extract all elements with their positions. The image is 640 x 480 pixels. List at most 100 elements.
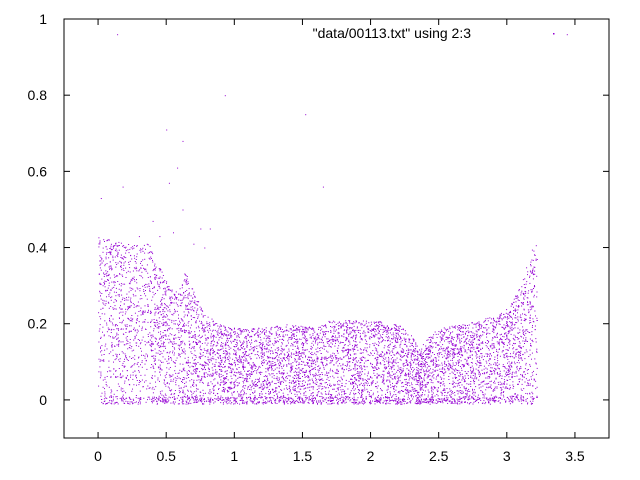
- data-point: [486, 377, 488, 379]
- data-point: [215, 336, 217, 338]
- data-point: [251, 364, 253, 366]
- data-point: [180, 328, 182, 330]
- data-point: [213, 336, 215, 338]
- data-point: [464, 332, 466, 334]
- data-point: [185, 306, 187, 308]
- data-point: [456, 377, 458, 379]
- data-point: [305, 356, 306, 358]
- data-point: [185, 297, 187, 299]
- data-point: [417, 357, 419, 359]
- data-point: [325, 387, 327, 389]
- data-point: [214, 351, 216, 352]
- data-point: [296, 391, 298, 393]
- data-point: [433, 387, 435, 388]
- data-point: [196, 399, 198, 401]
- data-point: [524, 330, 526, 332]
- data-point: [244, 378, 246, 380]
- data-point: [385, 396, 386, 398]
- data-point: [285, 326, 287, 328]
- data-point: [182, 350, 183, 352]
- data-point: [222, 347, 224, 349]
- data-point: [220, 345, 221, 347]
- data-point: [308, 327, 310, 329]
- data-point: [516, 295, 518, 297]
- data-point: [332, 359, 334, 361]
- data-point: [171, 359, 173, 361]
- data-point: [472, 370, 474, 372]
- data-point: [488, 365, 490, 367]
- data-point: [497, 357, 498, 359]
- data-point: [337, 341, 339, 343]
- data-point: [159, 276, 161, 278]
- data-point: [241, 344, 243, 345]
- data-point: [386, 380, 388, 381]
- data-point: [431, 391, 433, 393]
- data-point: [202, 403, 204, 404]
- data-point: [121, 262, 122, 264]
- data-point: [488, 327, 490, 329]
- data-point: [382, 329, 384, 331]
- data-point: [275, 355, 277, 357]
- data-point: [100, 283, 101, 285]
- data-point: [162, 310, 164, 312]
- data-point: [353, 389, 355, 391]
- data-point: [210, 359, 212, 361]
- data-point: [495, 368, 497, 370]
- data-point: [297, 326, 299, 328]
- data-point: [523, 371, 524, 373]
- data-point: [482, 359, 484, 361]
- data-point: [375, 399, 377, 401]
- data-point: [250, 371, 252, 373]
- data-point: [297, 377, 299, 379]
- data-point: [125, 267, 127, 269]
- data-point: [479, 336, 480, 338]
- data-point: [332, 371, 334, 373]
- data-point: [235, 375, 237, 377]
- data-point: [294, 382, 295, 383]
- data-point: [235, 352, 237, 354]
- data-point: [134, 330, 136, 332]
- data-point: [457, 356, 459, 357]
- data-point: [429, 349, 431, 351]
- data-point: [510, 305, 512, 307]
- data-point: [420, 389, 422, 391]
- data-point: [154, 312, 156, 314]
- data-point: [139, 269, 141, 271]
- data-point: [99, 292, 101, 294]
- data-point: [491, 355, 492, 357]
- data-point: [532, 268, 534, 270]
- data-point: [394, 346, 396, 348]
- data-point: [514, 323, 516, 325]
- data-point: [359, 329, 361, 331]
- data-point: [478, 344, 480, 346]
- data-point: [374, 322, 375, 324]
- data-point: [464, 375, 466, 377]
- data-point: [439, 348, 441, 350]
- data-point: [395, 400, 397, 402]
- data-point: [159, 364, 161, 366]
- data-point: [310, 353, 312, 354]
- data-point: [190, 372, 192, 374]
- data-point: [237, 391, 238, 393]
- data-point: [280, 353, 282, 355]
- data-point: [183, 280, 185, 282]
- data-point: [177, 305, 179, 307]
- data-point: [164, 334, 166, 336]
- data-point: [220, 349, 221, 351]
- data-point: [164, 291, 166, 293]
- data-point: [192, 306, 194, 308]
- data-point: [299, 369, 301, 371]
- data-point: [281, 359, 283, 361]
- data-point: [110, 392, 112, 394]
- data-point: [178, 317, 179, 319]
- data-point: [313, 374, 315, 376]
- data-point: [122, 375, 124, 377]
- data-point: [165, 400, 167, 402]
- data-point: [401, 348, 403, 350]
- data-point: [394, 361, 396, 363]
- data-point: [416, 367, 418, 368]
- data-point: [185, 304, 186, 306]
- data-point: [364, 324, 366, 326]
- data-point: [498, 319, 500, 321]
- data-point: [136, 342, 138, 344]
